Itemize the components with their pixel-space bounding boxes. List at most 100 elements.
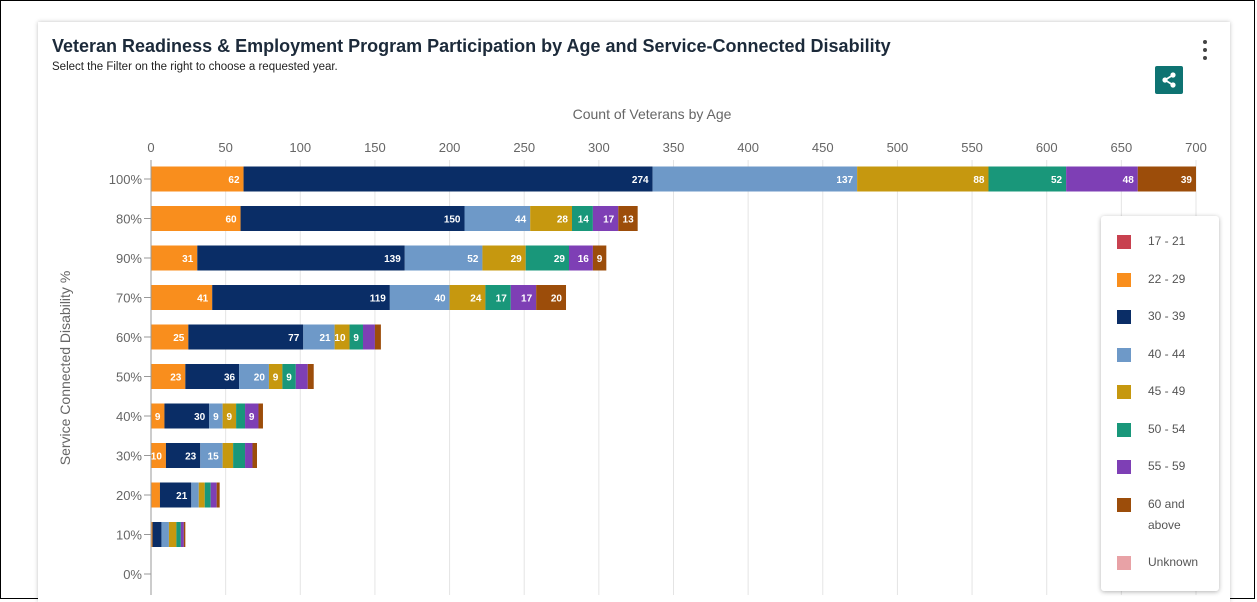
bar-segment xyxy=(404,245,483,271)
bar-segment xyxy=(258,403,263,429)
bar-segment xyxy=(268,364,283,389)
bar-segment xyxy=(307,364,314,389)
data-label: 62 xyxy=(228,175,240,186)
legend-item[interactable]: 40 - 44 xyxy=(1117,347,1208,365)
share-button[interactable] xyxy=(1155,66,1183,94)
bar-segment xyxy=(151,245,198,271)
share-icon xyxy=(1162,72,1176,88)
data-label: 29 xyxy=(554,254,566,265)
bar-segment xyxy=(233,443,246,468)
bar-segment xyxy=(1137,166,1196,192)
y-category-label: 100% xyxy=(109,172,143,187)
bar-segment xyxy=(592,245,607,271)
data-label: 88 xyxy=(973,175,985,186)
bar-segment xyxy=(282,364,296,389)
bar-segment xyxy=(530,206,572,231)
x-tick-label: 500 xyxy=(887,140,909,155)
bar-segment xyxy=(592,206,619,231)
data-label: 29 xyxy=(511,254,523,265)
bar-segment xyxy=(389,285,450,310)
bar-segment xyxy=(168,522,177,547)
data-label: 40 xyxy=(434,294,446,305)
y-category-label: 20% xyxy=(116,488,142,503)
y-category-label: 50% xyxy=(116,370,142,385)
data-label: 17 xyxy=(603,215,615,226)
legend-item[interactable]: 30 - 39 xyxy=(1117,309,1208,327)
legend-item[interactable]: 50 - 54 xyxy=(1117,422,1208,440)
data-label: 9 xyxy=(227,412,233,423)
x-tick-label: 300 xyxy=(588,140,610,155)
chart-subtitle: Select the Filter on the right to choose… xyxy=(52,61,338,73)
bar-segment xyxy=(204,482,211,508)
y-category-label: 30% xyxy=(116,449,142,464)
bar-segment xyxy=(151,522,153,547)
bar-segment xyxy=(988,166,1067,192)
data-label: 17 xyxy=(521,294,533,305)
bar-segment xyxy=(151,482,160,508)
legend-swatch xyxy=(1117,310,1131,324)
bar-segment xyxy=(209,403,223,429)
legend-label: 40 - 44 xyxy=(1148,346,1186,361)
kebab-menu-icon[interactable] xyxy=(1198,40,1212,60)
data-label: 41 xyxy=(197,294,209,305)
legend-item[interactable]: 17 - 21 xyxy=(1117,234,1208,252)
x-tick-label: 100 xyxy=(289,140,311,155)
x-tick-label: 350 xyxy=(663,140,685,155)
bar-segment xyxy=(362,324,375,350)
bar-segment xyxy=(485,285,511,310)
bar-segment xyxy=(161,522,169,547)
data-label: 10 xyxy=(151,452,163,463)
data-label: 9 xyxy=(286,373,292,384)
bar-segment xyxy=(159,482,192,508)
bar-segment xyxy=(188,324,304,350)
bar-segment xyxy=(252,443,257,468)
legend-item[interactable]: Unknown xyxy=(1117,555,1208,573)
data-label: 39 xyxy=(1181,175,1193,186)
legend-swatch xyxy=(1117,347,1131,362)
x-tick-label: 50 xyxy=(218,140,232,155)
y-category-label: 70% xyxy=(116,291,142,306)
data-label: 25 xyxy=(173,333,185,344)
chart-legend: 17 - 21 22 - 29 30 - 39 40 - 44 45 - 49 50 - … xyxy=(1101,216,1219,591)
bar-segment xyxy=(243,166,653,192)
bar-segment xyxy=(151,324,189,350)
legend-item[interactable]: 60 and above xyxy=(1117,497,1208,536)
bar-segment xyxy=(151,364,186,389)
bar-segment xyxy=(180,522,184,547)
y-category-label: 10% xyxy=(116,528,142,543)
y-category-label: 0% xyxy=(123,567,142,582)
bar-segment xyxy=(334,324,350,350)
bar-segment xyxy=(295,364,308,389)
legend-label: 30 - 39 xyxy=(1148,309,1186,323)
data-label: 24 xyxy=(470,294,482,305)
data-label: 274 xyxy=(632,175,649,186)
bar-segment xyxy=(151,443,166,468)
bar-segment xyxy=(303,324,335,350)
data-label: 52 xyxy=(467,254,479,265)
legend-swatch xyxy=(1117,497,1131,512)
data-label: 17 xyxy=(496,294,508,305)
legend-item[interactable]: 55 - 59 xyxy=(1117,459,1208,477)
data-label: 20 xyxy=(254,373,266,384)
legend-item[interactable]: 45 - 49 xyxy=(1117,384,1208,402)
y-category-label: 60% xyxy=(116,330,142,345)
data-label: 150 xyxy=(444,215,461,226)
bar-segment xyxy=(652,166,858,192)
data-label: 23 xyxy=(170,373,182,384)
data-label: 77 xyxy=(288,333,300,344)
data-label: 9 xyxy=(155,412,161,423)
data-label: 21 xyxy=(319,333,331,344)
bar-segment xyxy=(216,482,220,508)
legend-item[interactable]: 22 - 29 xyxy=(1117,272,1208,290)
bar-segment xyxy=(857,166,989,192)
legend-swatch xyxy=(1117,555,1131,570)
legend-swatch xyxy=(1117,422,1131,437)
data-label: 60 xyxy=(225,215,237,226)
bar-segment xyxy=(165,443,201,468)
bar-segment xyxy=(176,522,181,547)
x-tick-label: 150 xyxy=(364,140,386,155)
data-label: 119 xyxy=(370,294,387,305)
data-label: 15 xyxy=(208,452,220,463)
bar-segment xyxy=(482,245,526,271)
